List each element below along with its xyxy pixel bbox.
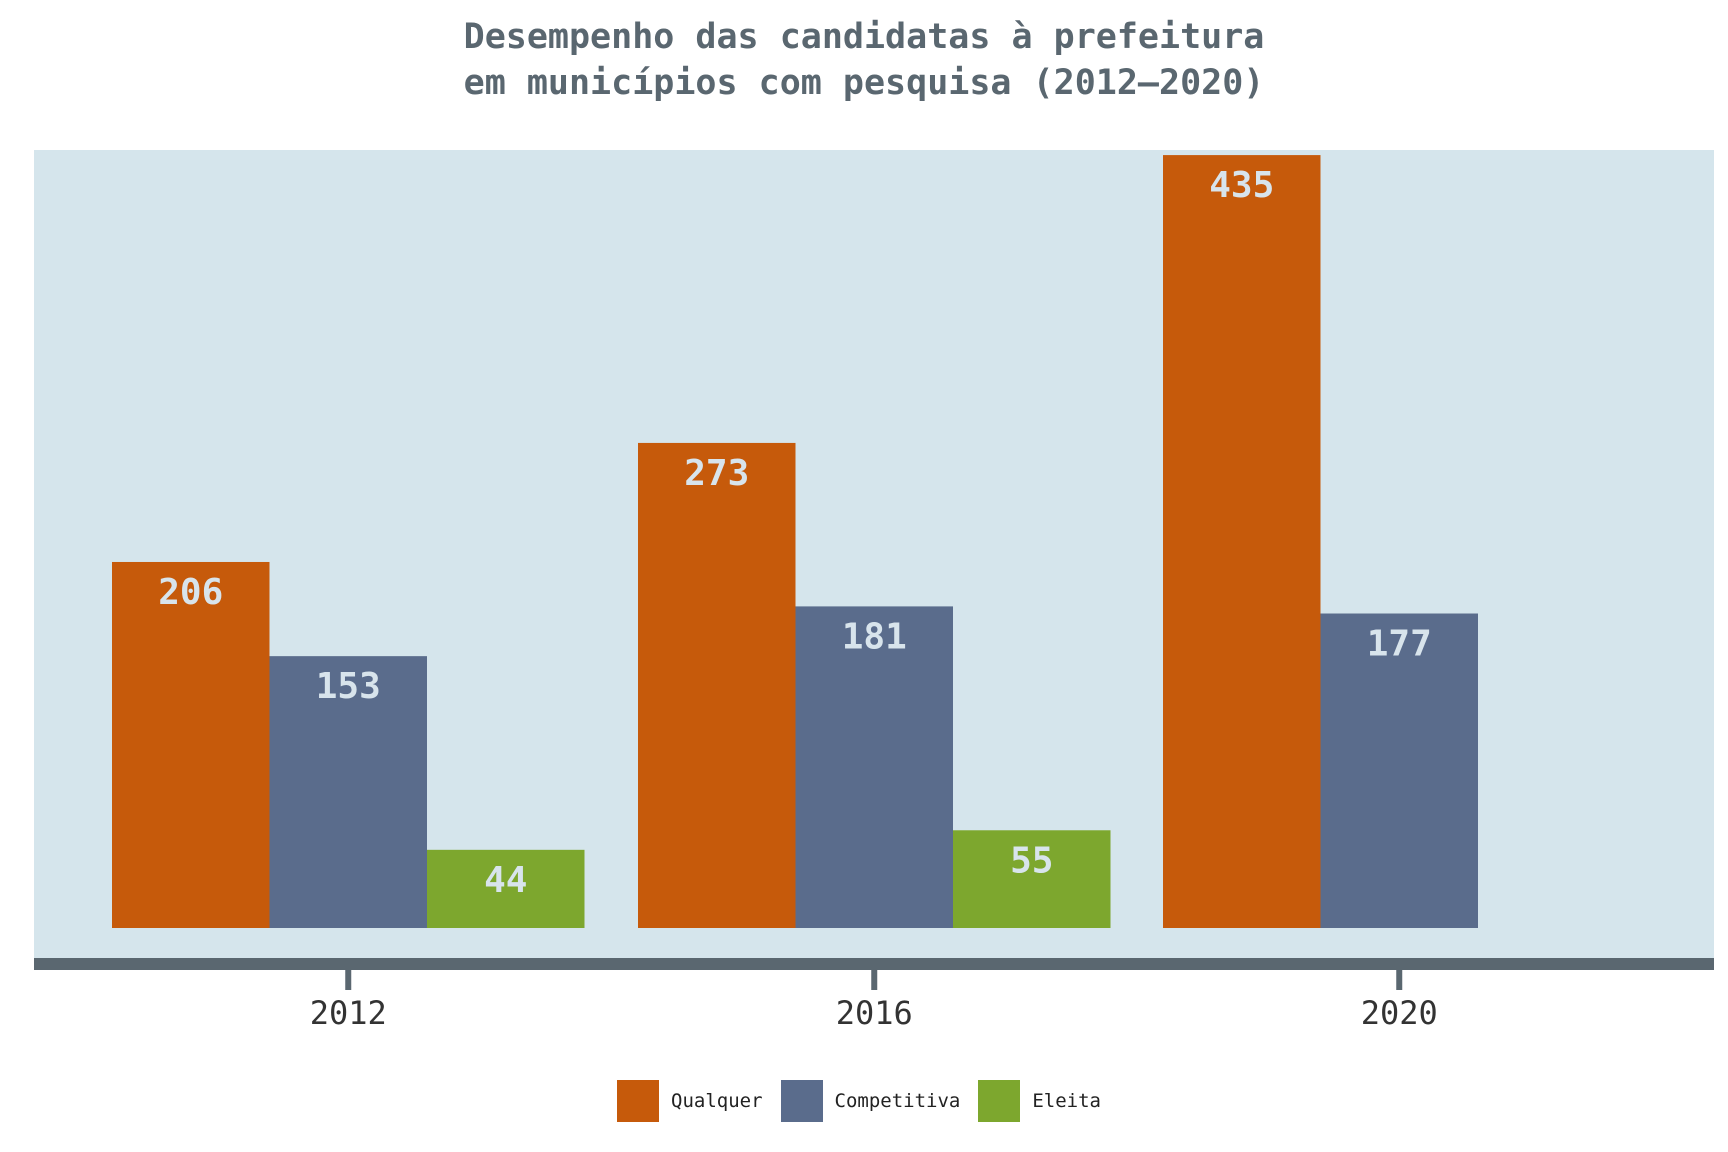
chart-title-line-2: em municípios com pesquisa (2012–2020)	[463, 63, 1265, 103]
chart-title-line-1: Desempenho das candidatas à prefeitura	[463, 17, 1265, 57]
bar-competitiva-2020	[1320, 613, 1478, 928]
legend-item-eleita: Eleita	[978, 1080, 1111, 1122]
bar-value-label-competitiva-2020: 177	[1367, 624, 1432, 665]
bar-qualquer-2012	[112, 561, 270, 928]
bar-value-label-qualquer-2016: 273	[684, 453, 749, 494]
x-axis-line	[34, 958, 1714, 970]
legend-label-qualquer: Qualquer	[671, 1090, 763, 1112]
legend-swatch-qualquer	[617, 1080, 659, 1122]
bar-value-label-qualquer-2020: 435	[1209, 165, 1274, 206]
bar-competitiva-2012	[269, 656, 427, 928]
x-tick-2016	[871, 970, 878, 990]
legend-label-competitiva: Competitiva	[834, 1090, 961, 1112]
legend-swatch-eleita	[978, 1080, 1021, 1122]
bar-value-label-eleita-2016: 55	[1010, 840, 1053, 881]
bar-competitiva-2016	[795, 606, 953, 928]
x-tick-label-2016: 2016	[836, 994, 913, 1032]
chart-title: Desempenho das candidatas à prefeitura e…	[0, 14, 1728, 106]
x-tick-label-2020: 2020	[1361, 994, 1438, 1032]
legend-label-eleita: Eleita	[1032, 1090, 1101, 1112]
x-tick-label-2012: 2012	[310, 994, 387, 1032]
bars-layer: 206 153 44 273 181 55 435 177	[112, 155, 1478, 928]
x-axis-ticks: 2012 2016 2020	[310, 970, 1438, 1032]
legend: Qualquer Competitiva Eleita	[0, 1080, 1728, 1122]
x-tick-2020	[1396, 970, 1403, 990]
bar-value-label-competitiva-2012: 153	[316, 666, 381, 707]
legend-item-qualquer: Qualquer	[617, 1080, 773, 1122]
bar-value-label-eleita-2012: 44	[484, 860, 527, 901]
bar-eleita-2012	[427, 849, 585, 928]
bar-value-label-qualquer-2012: 206	[158, 572, 223, 613]
bar-qualquer-2016	[638, 442, 796, 928]
legend-swatch-competitiva	[780, 1080, 823, 1122]
bar-value-label-competitiva-2016: 181	[842, 616, 907, 657]
x-tick-2012	[345, 970, 352, 990]
bar-eleita-2016	[953, 830, 1111, 928]
legend-item-competitiva: Competitiva	[780, 1080, 971, 1122]
bar-qualquer-2020	[1163, 155, 1321, 928]
